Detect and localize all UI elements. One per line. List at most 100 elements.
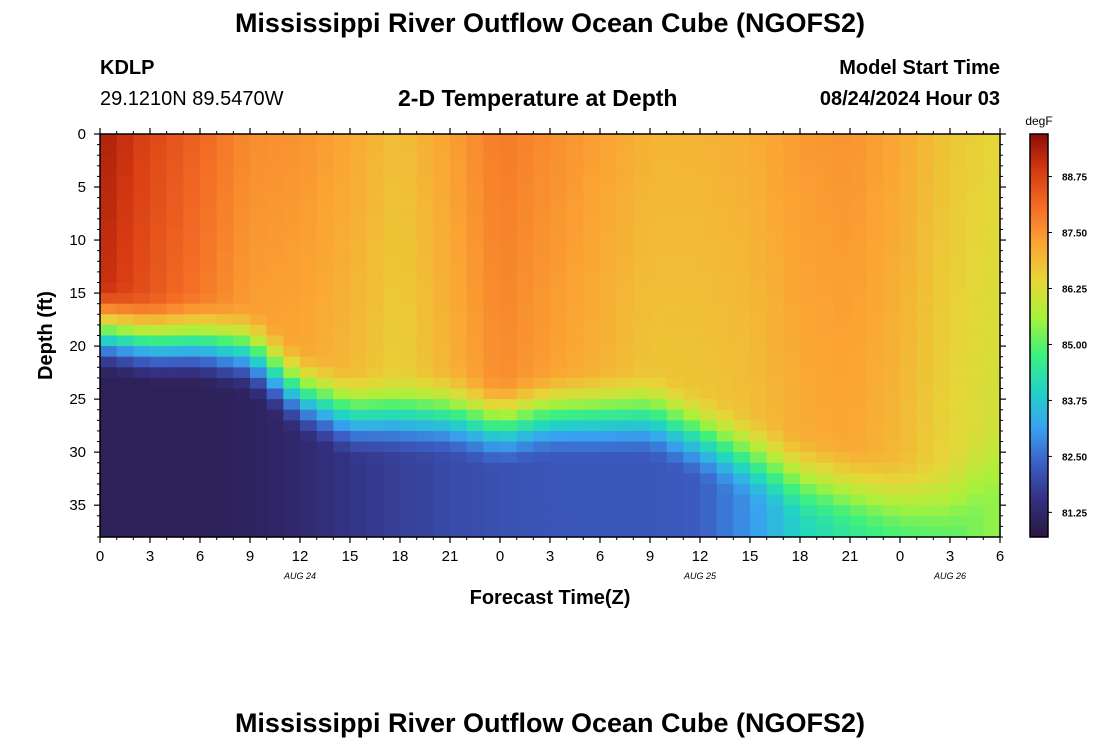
heatmap-cell xyxy=(283,293,301,305)
heatmap-cell xyxy=(350,399,368,411)
heatmap-cell xyxy=(633,208,651,220)
heatmap-cell xyxy=(700,187,718,199)
heatmap-cell xyxy=(383,303,401,315)
heatmap-cell xyxy=(833,462,851,474)
heatmap-cell xyxy=(633,346,651,358)
heatmap-cell xyxy=(583,409,601,421)
heatmap-cell xyxy=(850,282,868,294)
heatmap-cell xyxy=(150,303,168,315)
heatmap-cell xyxy=(216,314,234,326)
heatmap-cell xyxy=(716,356,734,368)
heatmap-cell xyxy=(183,218,201,231)
heatmap-cell xyxy=(233,346,251,358)
heatmap-cell xyxy=(650,293,668,305)
heatmap xyxy=(100,134,1001,538)
heatmap-cell xyxy=(716,250,734,262)
heatmap-cell xyxy=(150,261,168,273)
heatmap-cell xyxy=(850,197,868,209)
heatmap-cell xyxy=(766,197,784,209)
heatmap-cell xyxy=(266,155,284,167)
heatmap-cell xyxy=(883,155,901,167)
heatmap-cell xyxy=(300,155,318,167)
heatmap-cell xyxy=(266,377,284,390)
heatmap-cell xyxy=(783,515,801,527)
heatmap-cell xyxy=(216,346,234,358)
heatmap-cell xyxy=(800,441,818,453)
heatmap-cell xyxy=(216,218,234,231)
heatmap-cell xyxy=(516,187,534,199)
heatmap-cell xyxy=(500,155,518,167)
heatmap-cell xyxy=(300,515,318,527)
heatmap-cell xyxy=(566,399,584,411)
heatmap-cell xyxy=(266,293,284,305)
heatmap-cell xyxy=(733,441,751,453)
heatmap-cell xyxy=(333,144,351,156)
heatmap-cell xyxy=(366,314,384,326)
heatmap-cell xyxy=(100,324,118,337)
heatmap-cell xyxy=(233,271,251,284)
heatmap-cell xyxy=(966,483,984,496)
heatmap-cell xyxy=(300,240,318,252)
heatmap-cell xyxy=(700,388,718,400)
heatmap-cell xyxy=(583,303,601,315)
heatmap-cell xyxy=(416,494,434,506)
heatmap-cell xyxy=(550,367,568,379)
heatmap-cell xyxy=(633,430,651,443)
heatmap-cell xyxy=(283,165,301,178)
heatmap-cell xyxy=(516,197,534,209)
heatmap-cell xyxy=(266,282,284,294)
heatmap-cell xyxy=(516,367,534,379)
heatmap-cell xyxy=(916,282,934,294)
heatmap-cell xyxy=(216,483,234,496)
x-tick-label: 21 xyxy=(842,548,859,565)
heatmap-cell xyxy=(800,155,818,167)
heatmap-cell xyxy=(566,526,584,538)
heatmap-cell xyxy=(966,473,984,485)
heatmap-cell xyxy=(866,494,884,506)
heatmap-cell xyxy=(683,303,701,315)
heatmap-cell xyxy=(300,367,318,379)
heatmap-cell xyxy=(966,208,984,220)
heatmap-cell xyxy=(216,240,234,252)
heatmap-cell xyxy=(466,303,484,315)
heatmap-cell xyxy=(233,409,251,421)
heatmap-cell xyxy=(400,187,418,199)
heatmap-cell xyxy=(866,462,884,474)
heatmap-cell xyxy=(883,218,901,231)
heatmap-cell xyxy=(250,314,268,326)
heatmap-cell xyxy=(766,282,784,294)
heatmap-cell xyxy=(250,356,268,368)
heatmap-cell xyxy=(300,505,318,517)
heatmap-cell xyxy=(250,367,268,379)
heatmap-cell xyxy=(516,494,534,506)
heatmap-cell xyxy=(483,335,501,347)
heatmap-cell xyxy=(366,346,384,358)
heatmap-cell xyxy=(700,452,718,464)
heatmap-cell xyxy=(783,346,801,358)
heatmap-cell xyxy=(800,271,818,284)
heatmap-cell xyxy=(866,282,884,294)
heatmap-cell xyxy=(166,346,184,358)
heatmap-cell xyxy=(350,314,368,326)
heatmap-cell xyxy=(383,155,401,167)
heatmap-cell xyxy=(850,134,868,146)
heatmap-cell xyxy=(600,430,618,443)
heatmap-cell xyxy=(200,335,218,347)
heatmap-cell xyxy=(533,473,551,485)
heatmap-cell xyxy=(100,155,118,167)
heatmap-cell xyxy=(716,187,734,199)
heatmap-cell xyxy=(416,324,434,337)
heatmap-cell xyxy=(383,314,401,326)
heatmap-cell xyxy=(916,399,934,411)
heatmap-cell xyxy=(550,388,568,400)
heatmap-cell xyxy=(833,473,851,485)
heatmap-cell xyxy=(816,335,834,347)
heatmap-cell xyxy=(200,367,218,379)
heatmap-cell xyxy=(116,165,134,178)
heatmap-cell xyxy=(150,335,168,347)
heatmap-cell xyxy=(150,155,168,167)
heatmap-cell xyxy=(566,452,584,464)
heatmap-cell xyxy=(383,250,401,262)
heatmap-cell xyxy=(100,367,118,379)
heatmap-cell xyxy=(250,176,268,188)
